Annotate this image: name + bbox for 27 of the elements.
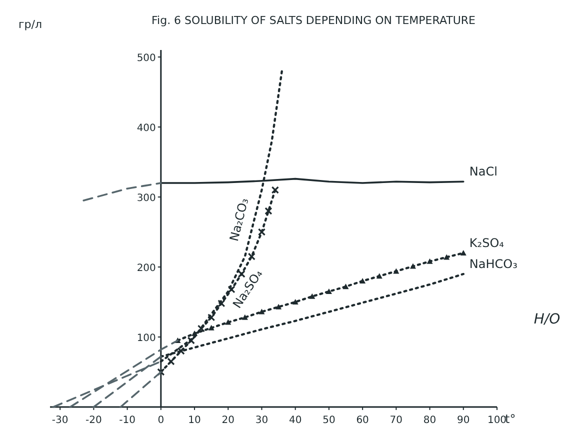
- x-tick-label: 60: [356, 415, 369, 426]
- y-tick-label: 100: [136, 333, 156, 344]
- y-axis-title: гр/л: [18, 18, 42, 31]
- y-tick-label: 500: [136, 53, 156, 64]
- x-tick-label: 80: [423, 415, 436, 426]
- x-axis-title: t°: [505, 412, 516, 426]
- x-tick-label: 20: [222, 415, 234, 426]
- chart-title: Fig. 6 SOLUBILITY OF SALTS DEPENDING ON TEMPERATURE: [152, 14, 476, 27]
- x-tick-label: 70: [390, 415, 403, 426]
- x-tick-label: -20: [86, 415, 102, 426]
- y-tick-label: 400: [136, 123, 156, 134]
- y-tick-label: 200: [136, 263, 156, 274]
- x-tick-label: 100: [487, 415, 507, 426]
- series-label: NaCl: [469, 164, 498, 179]
- x-tick-label: 90: [457, 415, 470, 426]
- series-label: K₂SO₄: [469, 236, 504, 250]
- x-tick-label: 0: [158, 415, 164, 426]
- x-tick-label: 50: [322, 415, 336, 426]
- x-tick-label: -10: [119, 415, 136, 426]
- text: Na₂CO₃: [226, 196, 252, 243]
- y-tick-label: 300: [136, 193, 156, 204]
- x-tick-label: 40: [288, 415, 302, 426]
- series-label: NaHCO₃: [469, 257, 518, 271]
- x-tick-label: 30: [255, 415, 268, 426]
- x-tick-label: 10: [188, 415, 201, 426]
- x-tick-label: -30: [52, 415, 68, 426]
- text: H/O: [534, 312, 560, 328]
